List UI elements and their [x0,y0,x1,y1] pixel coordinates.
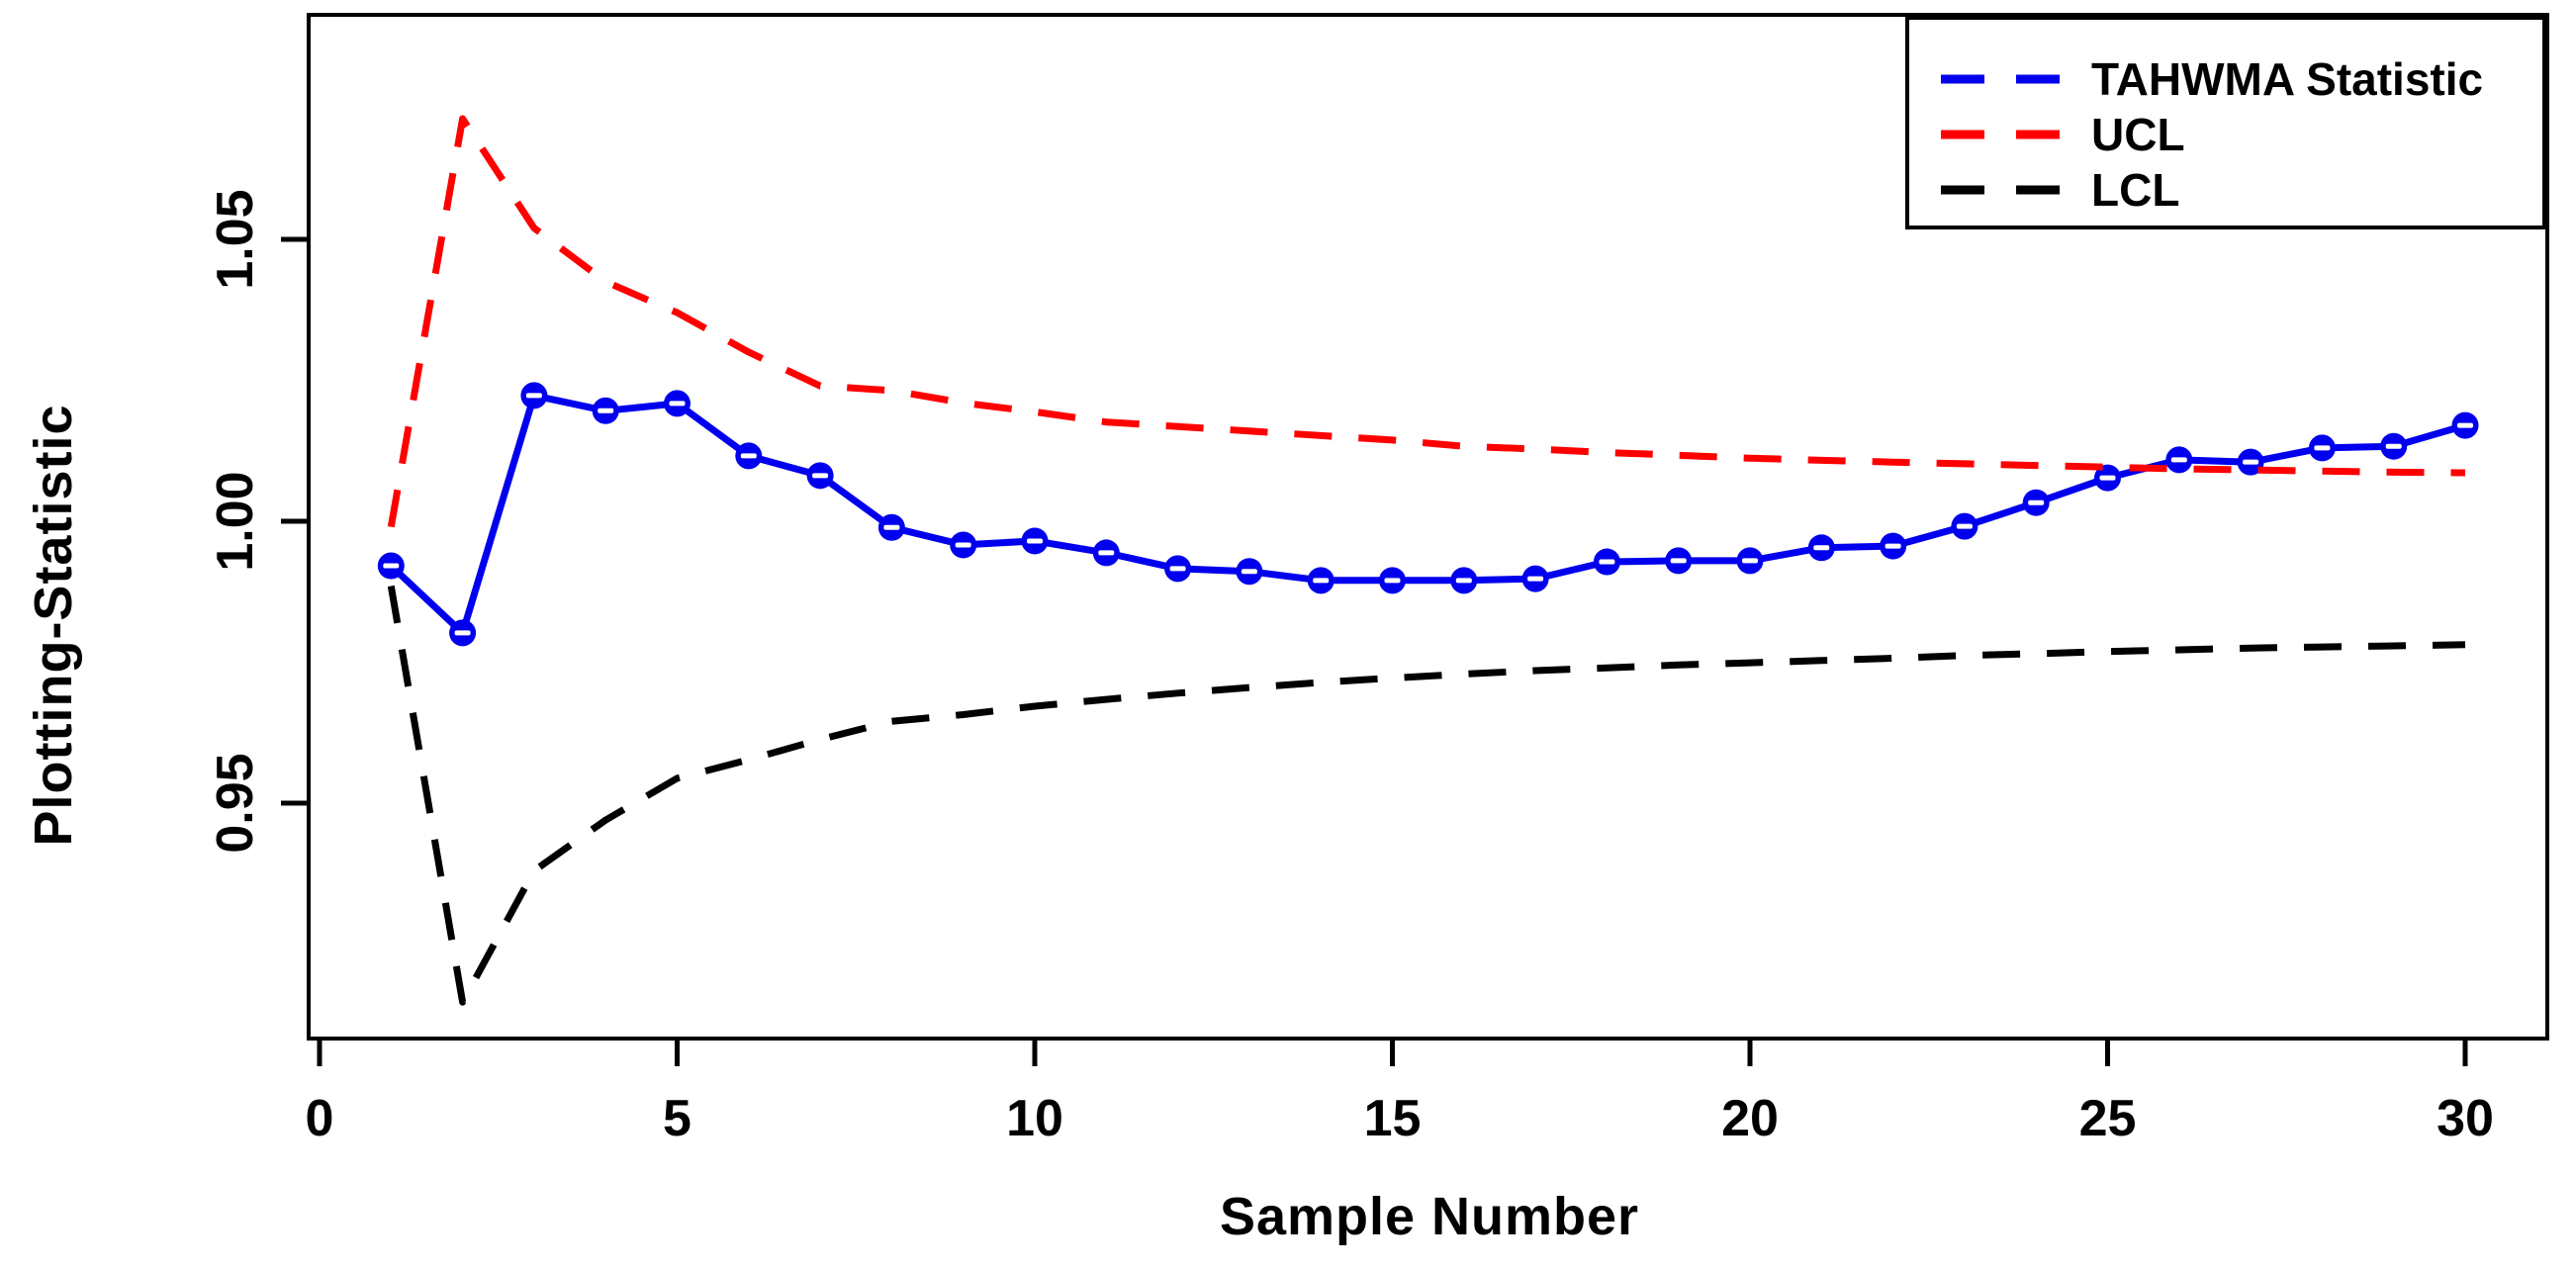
x-tick-label: 5 [663,1090,691,1147]
data-point-marker-slot [1742,558,1758,564]
legend-label: UCL [2091,109,2185,160]
data-point-marker-slot [669,401,686,407]
y-axis: 0.95 1.00 1.05 [207,189,309,854]
data-point-marker-slot [1169,566,1186,572]
data-point-marker-slot [1956,523,1973,529]
y-tick-label: 0.95 [207,753,264,853]
plot-frame-border [307,13,2549,1041]
legend-label: TAHWMA Statistic [2091,53,2483,105]
data-point-marker-slot [1670,558,1687,564]
data-point-marker-slot [2385,443,2402,449]
data-point-marker-slot [883,524,900,530]
data-point-marker-slot [2243,459,2259,465]
data-point-marker-slot [1027,538,1043,544]
data-point-marker-slot [1813,545,1830,551]
x-tick-label: 0 [306,1090,334,1147]
data-point-marker-slot [2170,457,2187,463]
x-tick-label: 20 [1721,1090,1779,1147]
data-point-marker-slot [2028,499,2045,505]
data-point-marker-slot [1599,559,1615,565]
data-point-marker-slot [812,473,829,479]
series-line-lcl [387,585,2466,1006]
data-point-marker-slot [1241,569,1257,575]
x-axis-title: Sample Number [1220,1187,1639,1246]
data-point-marker-slot [598,408,614,413]
data-point-marker-slot [1455,578,1472,584]
data-point-marker-slot [740,453,757,459]
legend-border [1905,16,2546,229]
data-point-marker-slot [1384,578,1401,584]
data-point-marker-slot [1098,550,1115,556]
data-point-marker-slot [1885,543,1901,549]
series-lines [377,115,2479,1006]
y-tick-label: 1.00 [207,471,264,571]
series-line-ucl [387,115,2466,528]
x-tick-label: 25 [2079,1090,2137,1147]
data-point-marker-slot [2099,475,2116,481]
data-point-marker-slot [1313,578,1330,584]
x-axis: 0 5 10 15 20 25 30 [306,1039,2494,1147]
data-point-marker-slot [525,393,542,399]
y-axis-title: Plotting-Statistic [24,405,83,847]
data-point-marker-slot [1527,576,1544,582]
x-tick-label: 15 [1364,1090,1422,1147]
plot-frame [307,13,2549,1041]
data-point-marker-slot [2457,422,2473,428]
series-line-tahwma-statistic [388,392,2466,637]
y-tick-label: 1.05 [207,189,264,289]
data-point-marker-slot [955,542,971,548]
x-tick-label: 10 [1006,1090,1063,1147]
legend-label: LCL [2091,164,2179,216]
data-point-marker-slot [454,630,471,636]
data-point-marker-slot [2314,445,2331,451]
data-point-marker-slot [383,563,400,569]
x-tick-label: 30 [2437,1090,2494,1147]
